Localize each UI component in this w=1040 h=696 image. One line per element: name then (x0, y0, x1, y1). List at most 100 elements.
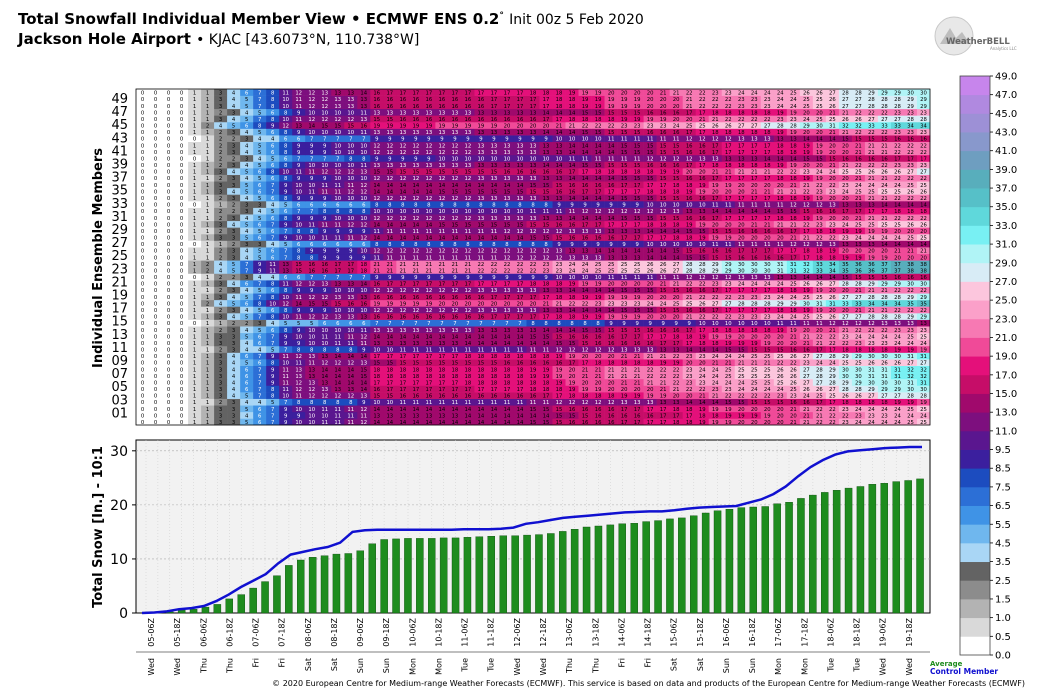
heatmap-cell (877, 319, 892, 327)
heatmap-cell (344, 392, 358, 399)
heatmap-cell-value: 12 (412, 196, 419, 202)
heatmap-cell (864, 359, 879, 367)
heatmap-cell-value: 20 (816, 328, 823, 334)
heatmap-cell (539, 319, 553, 327)
heatmap-cell-value: 18 (439, 374, 446, 380)
heatmap-cell-value: 13 (321, 380, 328, 386)
heatmap-cell-value: 8 (323, 400, 327, 406)
heatmap-cell (578, 352, 592, 360)
heatmap-cell (435, 299, 449, 307)
heatmap-cell-value: 0 (167, 413, 171, 419)
heatmap-cell (877, 365, 892, 373)
heatmap-cell-value: 9 (362, 400, 365, 406)
heatmap-cell-value: 13 (660, 400, 667, 406)
heatmap-cell-value: 14 (425, 334, 432, 340)
heatmap-cell-value: 20 (478, 301, 485, 307)
heatmap-cell (669, 392, 683, 399)
heatmap-cell-value: 13 (738, 156, 745, 162)
heatmap-cell-value: 18 (894, 209, 901, 215)
heatmap-cell-value: 0 (141, 315, 145, 321)
heatmap-cell-value: 10 (295, 236, 302, 242)
heatmap-cell (162, 339, 176, 347)
heatmap-cell-value: 16 (373, 295, 380, 301)
heatmap-cell (799, 306, 814, 314)
heatmap-cell-value: 1 (206, 387, 209, 393)
heatmap-cell (877, 385, 892, 393)
heatmap-cell-value: 24 (842, 222, 849, 228)
heatmap-cell-value: 10 (334, 308, 341, 314)
heatmap-cell-value: 0 (154, 394, 158, 400)
heatmap-cell (279, 372, 293, 380)
heatmap-cell-value: 5 (245, 295, 248, 301)
heatmap-cell-value: 3 (232, 176, 235, 182)
heatmap-cell (214, 405, 228, 413)
heatmap-cell-value: 16 (386, 315, 393, 321)
heatmap-cell-value: 27 (907, 361, 914, 367)
heatmap-cell (864, 398, 879, 406)
heatmap-cell (370, 398, 384, 406)
heatmap-cell-value: 22 (725, 315, 732, 321)
heatmap-cell-value: 24 (868, 183, 875, 189)
heatmap-cell-value: 14 (517, 183, 524, 189)
heatmap-cell (786, 398, 801, 406)
heatmap-cell-value: 15 (725, 400, 732, 406)
heatmap-cell (188, 332, 202, 340)
heatmap-cell-value: 20 (842, 176, 849, 182)
heatmap-cell-value: 13 (517, 288, 524, 294)
heatmap-cell-value: 6 (245, 301, 249, 307)
heatmap-cell-value: 13 (920, 321, 927, 327)
heatmap-cell-value: 28 (868, 315, 875, 321)
heatmap-cell (448, 405, 462, 413)
heatmap-cell-value: 13 (530, 328, 537, 334)
heatmap-cell-value: 11 (334, 183, 341, 189)
heatmap-cell-value: 11 (334, 413, 341, 419)
heatmap-cell-value: 7 (258, 394, 261, 400)
heatmap-cell-value: 19 (595, 282, 602, 288)
heatmap-cell (383, 306, 397, 314)
heatmap-cell (162, 359, 176, 367)
heatmap-cell-value: 14 (556, 163, 563, 169)
heatmap-cell-value: 9 (414, 275, 417, 281)
heatmap-cell (539, 392, 553, 399)
heatmap-cell-value: 9 (284, 420, 287, 426)
heatmap-cell (149, 319, 163, 327)
heatmap-cell-value: 24 (855, 407, 862, 413)
heatmap-cell-value: 8 (271, 315, 275, 321)
heatmap-cell (162, 299, 176, 307)
heatmap-cell-value: 22 (855, 163, 862, 169)
heatmap-cell-value: 10 (386, 348, 393, 354)
heatmap-cell-value: 12 (842, 321, 849, 327)
heatmap-cell-value: 0 (180, 387, 184, 393)
heatmap-cell (318, 385, 332, 393)
heatmap-cell-value: 13 (321, 354, 328, 360)
heatmap-cell-value: 25 (764, 380, 771, 386)
heatmap-cell (396, 398, 410, 406)
heatmap-cell (617, 352, 631, 360)
heatmap-cell-value: 18 (712, 341, 719, 347)
heatmap-cell (721, 418, 736, 426)
heatmap-cell-value: 11 (816, 321, 823, 327)
heatmap-cell-value: 10 (282, 361, 289, 367)
heatmap-cell-value: 16 (725, 249, 732, 255)
heatmap-cell (838, 352, 853, 360)
heatmap-cell (669, 405, 683, 413)
heatmap-cell (240, 372, 254, 380)
heatmap-cell-value: 9 (596, 242, 599, 248)
heatmap-cell-value: 25 (920, 334, 927, 340)
heatmap-cell-value: 6 (271, 308, 275, 314)
heatmap-cell-value: 20 (738, 407, 745, 413)
heatmap-cell (682, 332, 697, 340)
heatmap-cell-value: 16 (478, 394, 485, 400)
heatmap-cell-value: 28 (842, 282, 849, 288)
heatmap-cell-value: 11 (439, 348, 446, 354)
heatmap-cell (760, 313, 775, 320)
heatmap-cell-value: 15 (530, 222, 537, 228)
heatmap-cell-value: 9 (336, 255, 339, 261)
heatmap-cell (539, 411, 553, 419)
heatmap-cell-value: 23 (699, 354, 706, 360)
heatmap-cell-value: 15 (673, 249, 680, 255)
heatmap-cell-value: 12 (660, 156, 667, 162)
heatmap-cell-value: 11 (360, 328, 367, 334)
heatmap-cell-value: 10 (347, 163, 354, 169)
heatmap-cell-value: 1 (193, 334, 196, 340)
